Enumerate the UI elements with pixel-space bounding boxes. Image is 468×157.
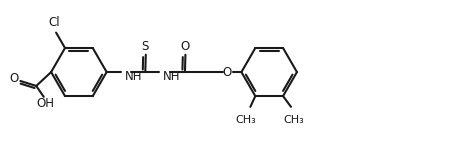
Text: O: O — [222, 66, 232, 78]
Text: S: S — [142, 40, 149, 53]
Text: CH₃: CH₃ — [235, 115, 256, 125]
Text: NH: NH — [124, 70, 142, 83]
Text: Cl: Cl — [48, 16, 60, 29]
Text: NH: NH — [163, 70, 181, 83]
Text: CH₃: CH₃ — [284, 115, 304, 125]
Text: O: O — [10, 73, 19, 86]
Text: O: O — [180, 40, 190, 53]
Text: OH: OH — [36, 97, 54, 110]
